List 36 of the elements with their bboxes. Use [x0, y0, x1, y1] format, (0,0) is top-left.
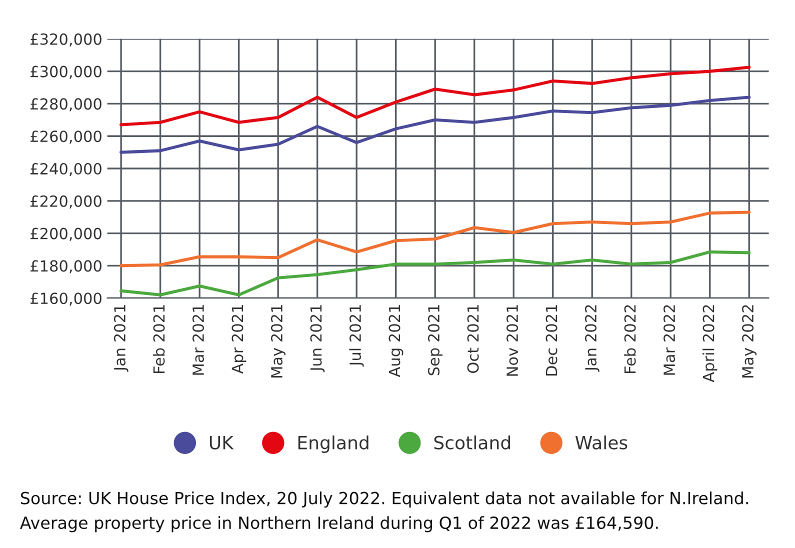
x-tick-label: Apr 2021 — [232, 305, 246, 374]
legend-label: Scotland — [434, 435, 510, 450]
x-tick-label: May 2021 — [270, 305, 286, 378]
x-tick-label: Mar 2022 — [664, 305, 676, 375]
x-tick-label: Dec 2021 — [546, 305, 558, 376]
line-series — [120, 210, 751, 268]
y-tick-label: £200,000 — [30, 228, 102, 241]
text: Average property price in Northern Ireland during Q1 of 2022 was £164,590. — [20, 516, 658, 532]
x-tick-label: Sep 2021 — [428, 305, 442, 376]
source-note: Source: UK House Price Index, 20 July 2022. Equivalent data not available for N.Ireland. — [20, 491, 748, 508]
x-tick-label: Feb 2021 — [152, 305, 165, 373]
y-tick-label: £180,000 — [30, 260, 102, 274]
x-tick-label: Mar 2021 — [192, 305, 204, 375]
line-series — [120, 96, 751, 154]
y-tick-label: £160,000 — [30, 292, 102, 306]
y-tick-label: £260,000 — [30, 130, 102, 144]
x-tick-label: Jul 2021 — [349, 305, 364, 367]
x-tick-label: Feb 2022 — [624, 305, 636, 373]
y-tick-label: £280,000 — [30, 98, 102, 112]
legend-label: UK — [210, 436, 234, 450]
y-tick-label: £300,000 — [30, 66, 102, 79]
y-tick-label: £220,000 — [30, 195, 102, 208]
legend-label: England — [298, 435, 368, 453]
line-series — [120, 250, 751, 296]
x-tick-label: Jun 2021 — [310, 305, 325, 372]
x-tick-label: Jan 2021 — [114, 305, 128, 372]
y-tick-label: £240,000 — [30, 162, 102, 176]
x-tick-label: Jan 2022 — [584, 305, 600, 372]
x-tick-label: May 2022 — [742, 305, 757, 378]
x-tick-label: Nov 2021 — [506, 305, 518, 376]
legend-label: Wales — [575, 435, 628, 450]
line-series — [120, 66, 751, 126]
x-tick-label: Aug 2021 — [388, 305, 404, 378]
x-tick-label: April 2022 — [702, 305, 718, 382]
x-tick-label: Oct 2021 — [467, 305, 479, 373]
y-tick-label: £320,000 — [30, 33, 102, 46]
